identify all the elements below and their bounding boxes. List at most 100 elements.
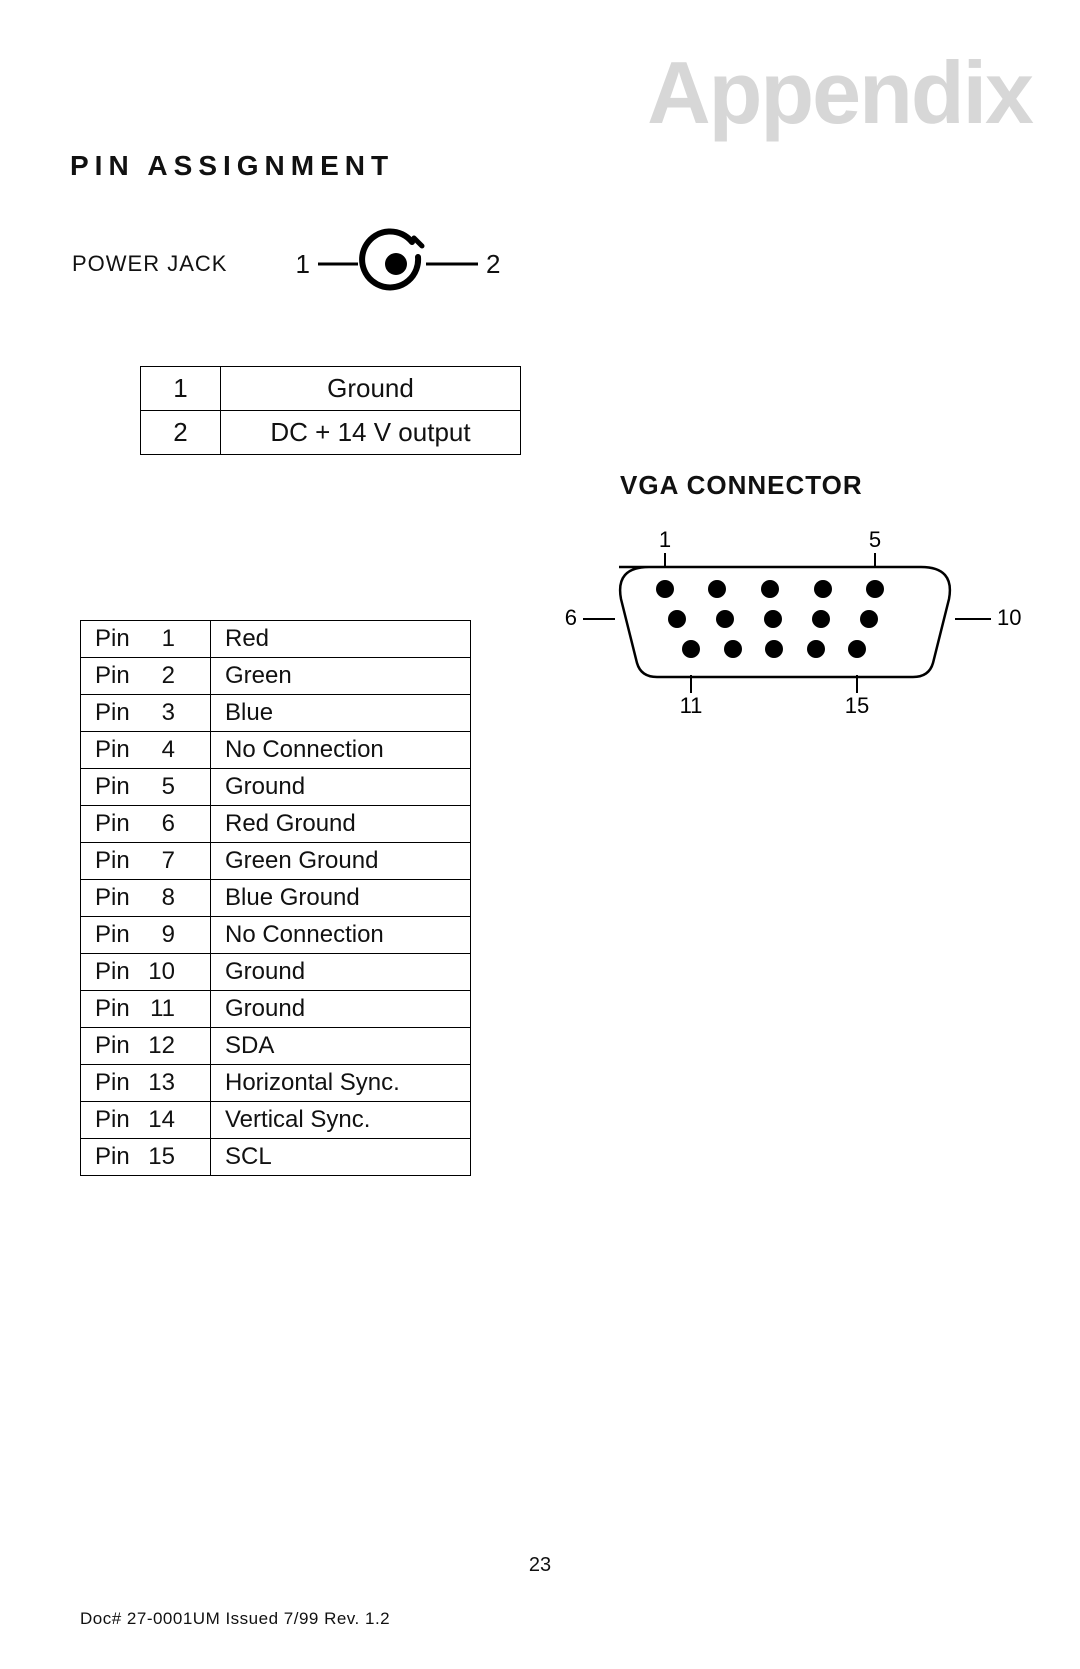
vga-pin-cell: Pin5 (81, 769, 211, 806)
pin-number: 2 (145, 662, 175, 690)
power-jack-diagram: 1 2 (295, 224, 500, 304)
vga-signal-cell: Ground (211, 954, 471, 991)
table-row: Pin11Ground (81, 991, 471, 1028)
power-jack-pin-cell: 2 (141, 411, 221, 455)
doc-info-line: Doc# 27-0001UM Issued 7/99 Rev. 1.2 (80, 1609, 390, 1629)
vga-pin-row-1 (656, 580, 884, 598)
power-jack-pin-cell: 1 (141, 367, 221, 411)
pin-word: Pin (95, 810, 145, 838)
vga-pin-cell: Pin7 (81, 843, 211, 880)
pin-number: 8 (145, 884, 175, 912)
pin-word: Pin (95, 736, 145, 764)
power-jack-pin1-label: 1 (295, 249, 309, 280)
vga-pin-row-3 (682, 640, 866, 658)
pin-word: Pin (95, 884, 145, 912)
table-row: Pin12SDA (81, 1028, 471, 1065)
power-jack-signal-cell: DC + 14 V output (221, 411, 521, 455)
pin-word: Pin (95, 662, 145, 690)
pin-word: Pin (95, 773, 145, 801)
table-row: Pin4No Connection (81, 732, 471, 769)
table-row: Pin15SCL (81, 1139, 471, 1176)
vga-signal-cell: Horizontal Sync. (211, 1065, 471, 1102)
vga-label-15: 15 (845, 693, 869, 718)
section-title: PIN ASSIGNMENT (70, 150, 1010, 182)
appendix-watermark: Appendix (647, 42, 1032, 144)
table-row: Pin1Red (81, 621, 471, 658)
pin-number: 15 (145, 1143, 175, 1171)
power-jack-label: POWER JACK (72, 251, 227, 277)
pin-number: 13 (145, 1069, 175, 1097)
pin-word: Pin (95, 1106, 145, 1134)
vga-pin-cell: Pin10 (81, 954, 211, 991)
vga-pin-cell: Pin8 (81, 880, 211, 917)
vga-pin-cell: Pin1 (81, 621, 211, 658)
table-row: 2DC + 14 V output (141, 411, 521, 455)
table-row: Pin9No Connection (81, 917, 471, 954)
pin-number: 14 (145, 1106, 175, 1134)
vga-signal-cell: Ground (211, 769, 471, 806)
vga-signal-cell: SDA (211, 1028, 471, 1065)
vga-pin-cell: Pin14 (81, 1102, 211, 1139)
vga-signal-cell: Red Ground (211, 806, 471, 843)
pin-number: 1 (145, 625, 175, 653)
table-row: Pin5Ground (81, 769, 471, 806)
vga-label-10: 10 (997, 605, 1021, 630)
vga-signal-cell: Vertical Sync. (211, 1102, 471, 1139)
pin-number: 9 (145, 921, 175, 949)
pin-number: 3 (145, 699, 175, 727)
table-row: Pin8Blue Ground (81, 880, 471, 917)
pin-number: 4 (145, 736, 175, 764)
vga-signal-cell: No Connection (211, 917, 471, 954)
power-jack-signal-cell: Ground (221, 367, 521, 411)
vga-pin-cell: Pin4 (81, 732, 211, 769)
vga-signal-cell: SCL (211, 1139, 471, 1176)
page: Appendix PIN ASSIGNMENT POWER JACK 1 2 1… (0, 0, 1080, 1669)
vga-label-1: 1 (659, 527, 671, 552)
vga-signal-cell: Red (211, 621, 471, 658)
vga-signal-cell: No Connection (211, 732, 471, 769)
table-row: Pin3Blue (81, 695, 471, 732)
pin-number: 5 (145, 773, 175, 801)
vga-pin-cell: Pin12 (81, 1028, 211, 1065)
vga-pin-cell: Pin11 (81, 991, 211, 1028)
pin-word: Pin (95, 995, 145, 1023)
vga-pin-cell: Pin15 (81, 1139, 211, 1176)
power-jack-row: POWER JACK 1 2 (72, 224, 1010, 304)
table-row: 1Ground (141, 367, 521, 411)
table-row: Pin6Red Ground (81, 806, 471, 843)
vga-diagram: 1 5 6 10 11 15 (545, 525, 1025, 730)
vga-signal-cell: Green Ground (211, 843, 471, 880)
vga-signal-cell: Green (211, 658, 471, 695)
vga-signal-cell: Blue (211, 695, 471, 732)
pin-word: Pin (95, 625, 145, 653)
power-jack-table: 1Ground2DC + 14 V output (140, 366, 521, 455)
page-number: 23 (0, 1554, 1080, 1577)
pin-word: Pin (95, 1069, 145, 1097)
pin-word: Pin (95, 847, 145, 875)
vga-label-11: 11 (680, 693, 703, 718)
vga-label-6: 6 (565, 605, 577, 630)
table-row: Pin7Green Ground (81, 843, 471, 880)
pin-word: Pin (95, 1143, 145, 1171)
pin-word: Pin (95, 1032, 145, 1060)
table-row: Pin10Ground (81, 954, 471, 991)
vga-pin-cell: Pin6 (81, 806, 211, 843)
vga-signal-cell: Blue Ground (211, 880, 471, 917)
power-jack-pin2-label: 2 (486, 249, 500, 280)
vga-signal-cell: Ground (211, 991, 471, 1028)
power-jack-icon (318, 224, 478, 304)
vga-pin-cell: Pin13 (81, 1065, 211, 1102)
vga-pin-cell: Pin3 (81, 695, 211, 732)
table-row: Pin2Green (81, 658, 471, 695)
pin-number: 12 (145, 1032, 175, 1060)
table-row: Pin13Horizontal Sync. (81, 1065, 471, 1102)
pin-number: 6 (145, 810, 175, 838)
vga-pin-table: Pin1RedPin2GreenPin3BluePin4No Connectio… (80, 620, 471, 1176)
pin-word: Pin (95, 699, 145, 727)
pin-number: 7 (145, 847, 175, 875)
vga-pin-cell: Pin2 (81, 658, 211, 695)
vga-connector-icon: 1 5 6 10 11 15 (545, 525, 1025, 725)
pin-number: 11 (145, 995, 175, 1023)
table-row: Pin14Vertical Sync. (81, 1102, 471, 1139)
vga-title: VGA CONNECTOR (620, 470, 863, 501)
